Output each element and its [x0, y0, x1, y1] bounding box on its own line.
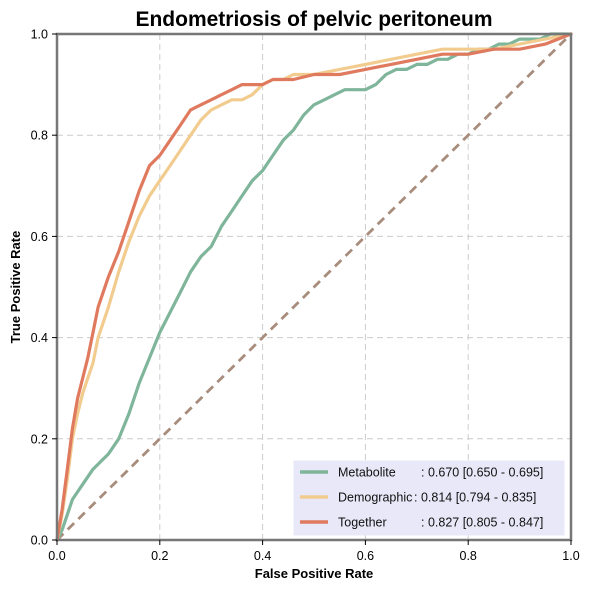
- x-tick-label: 0.0: [48, 549, 65, 563]
- y-tick-label: 0.4: [31, 331, 48, 345]
- series-group: [55, 32, 573, 542]
- x-tick-label: 0.6: [357, 549, 374, 563]
- reference-diagonal-line: [56, 33, 572, 541]
- legend-series-name: Demographic: [338, 491, 412, 505]
- legend-auc-value: : 0.670 [0.650 - 0.695]: [421, 466, 543, 480]
- grid: [57, 34, 571, 540]
- x-axis-ticks: 0.0 0.2 0.4 0.6 0.8 1.0: [48, 540, 580, 563]
- chart-title: Endometriosis of pelvic peritoneum: [135, 8, 492, 31]
- roc-line-together: [55, 32, 573, 542]
- y-tick-label: 0.0: [31, 534, 48, 548]
- x-axis-label: False Positive Rate: [255, 566, 374, 581]
- legend-series-name: Metabolite: [338, 466, 396, 480]
- legend-box: [293, 460, 565, 536]
- y-tick-label: 0.8: [31, 129, 48, 143]
- x-tick-label: 0.8: [460, 549, 477, 563]
- y-tick-label: 1.0: [31, 28, 48, 42]
- y-tick-label: 0.6: [31, 230, 48, 244]
- x-tick-label: 0.2: [151, 549, 168, 563]
- y-axis-label: True Positive Rate: [8, 231, 23, 344]
- reference-line-group: [56, 33, 572, 541]
- y-tick-label: 0.2: [31, 432, 48, 446]
- legend-auc-value: : 0.814 [0.794 - 0.835]: [414, 491, 536, 505]
- x-tick-label: 1.0: [562, 549, 579, 563]
- y-axis-ticks: 0.0 0.2 0.4 0.6 0.8 1.0: [31, 28, 57, 548]
- x-tick-label: 0.4: [254, 549, 271, 563]
- roc-line-demographic: [55, 32, 573, 542]
- plot-frame: [55, 32, 573, 542]
- legend: Metabolite : 0.670 [0.650 - 0.695] Demogra…: [293, 460, 565, 536]
- legend-series-name: Together: [338, 516, 387, 530]
- legend-auc-value: : 0.827 [0.805 - 0.847]: [421, 516, 543, 530]
